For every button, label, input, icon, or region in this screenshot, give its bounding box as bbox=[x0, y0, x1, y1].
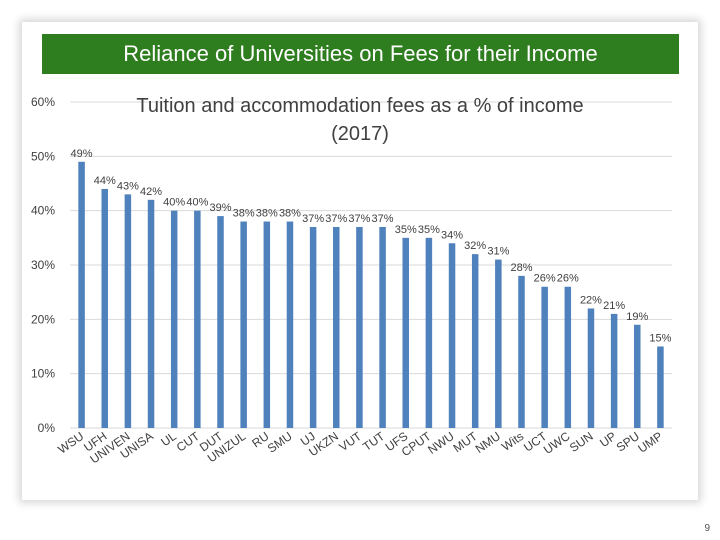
data-label: 35% bbox=[418, 224, 440, 236]
data-label: 26% bbox=[557, 273, 579, 285]
bar bbox=[101, 188, 108, 428]
bar bbox=[379, 226, 386, 428]
bar bbox=[194, 210, 201, 428]
data-label: 37% bbox=[325, 213, 347, 225]
bar bbox=[541, 286, 548, 428]
bar bbox=[657, 346, 664, 428]
data-label: 39% bbox=[209, 202, 231, 214]
data-label: 19% bbox=[626, 311, 648, 323]
bar bbox=[78, 161, 85, 428]
data-label: 38% bbox=[279, 208, 301, 220]
bar bbox=[587, 308, 595, 428]
bar bbox=[263, 221, 271, 428]
data-labels: 49%44% 43% 42%40% 40% 39% 38% 38% 38% 37% 37% 37% 3… bbox=[71, 148, 672, 345]
data-label: 37% bbox=[302, 213, 324, 225]
data-label: 37% bbox=[348, 213, 370, 225]
bar bbox=[286, 221, 294, 428]
data-label: 31% bbox=[487, 246, 509, 258]
data-label: 22% bbox=[580, 294, 602, 306]
data-label: 42% bbox=[140, 186, 162, 198]
x-tick-label: SUN bbox=[567, 429, 596, 455]
data-label: 21% bbox=[603, 300, 625, 312]
bar bbox=[471, 254, 479, 428]
data-label: 43% bbox=[117, 180, 139, 192]
bar bbox=[309, 226, 317, 428]
chart-subtitle: (2017) bbox=[331, 123, 389, 145]
data-label: 26% bbox=[534, 273, 556, 285]
data-label: 15% bbox=[649, 333, 671, 345]
y-tick-label: 0% bbox=[38, 421, 56, 435]
y-tick-label: 60% bbox=[31, 95, 55, 109]
y-tick-label: 10% bbox=[31, 367, 55, 381]
y-tick-label: 40% bbox=[31, 204, 55, 218]
bar bbox=[333, 226, 340, 428]
bar bbox=[147, 199, 155, 428]
bar bbox=[402, 237, 409, 428]
bars bbox=[78, 161, 664, 428]
y-tick-label: 50% bbox=[31, 149, 55, 163]
bar bbox=[495, 259, 502, 428]
gridlines bbox=[70, 101, 672, 429]
bar bbox=[217, 216, 224, 428]
y-tick-label: 30% bbox=[31, 258, 55, 272]
bar bbox=[448, 243, 456, 428]
chart-title: Tuition and accommodation fees as a % of… bbox=[136, 95, 583, 117]
data-label: 38% bbox=[256, 208, 278, 220]
data-label: 35% bbox=[395, 224, 417, 236]
data-label: 32% bbox=[464, 240, 486, 252]
bar bbox=[240, 221, 247, 428]
y-tick-label: 20% bbox=[31, 312, 55, 326]
data-label: 28% bbox=[510, 262, 532, 274]
data-label: 40% bbox=[163, 197, 185, 209]
x-tick-label: UJ bbox=[298, 429, 318, 449]
bar bbox=[634, 324, 641, 428]
data-label: 37% bbox=[372, 213, 394, 225]
bar bbox=[564, 286, 572, 428]
page-number: 9 bbox=[704, 523, 710, 534]
bar bbox=[170, 210, 178, 428]
data-label: 34% bbox=[441, 229, 463, 241]
y-axis-ticks: 0% 10% 20% 30% 40% 50% 60% bbox=[31, 95, 55, 435]
data-label: 40% bbox=[186, 197, 208, 209]
slide-banner-title: Reliance of Universities on Fees for the… bbox=[42, 34, 679, 74]
bar bbox=[610, 313, 618, 428]
data-label: 44% bbox=[94, 175, 116, 187]
bar bbox=[124, 194, 132, 428]
data-label: 49% bbox=[71, 148, 93, 160]
x-tick-label: SMU bbox=[265, 429, 295, 456]
bar bbox=[425, 237, 433, 428]
bar bbox=[518, 275, 525, 428]
data-label: 38% bbox=[233, 208, 255, 220]
x-tick-label: UMP bbox=[635, 429, 665, 456]
bar bbox=[356, 226, 363, 428]
